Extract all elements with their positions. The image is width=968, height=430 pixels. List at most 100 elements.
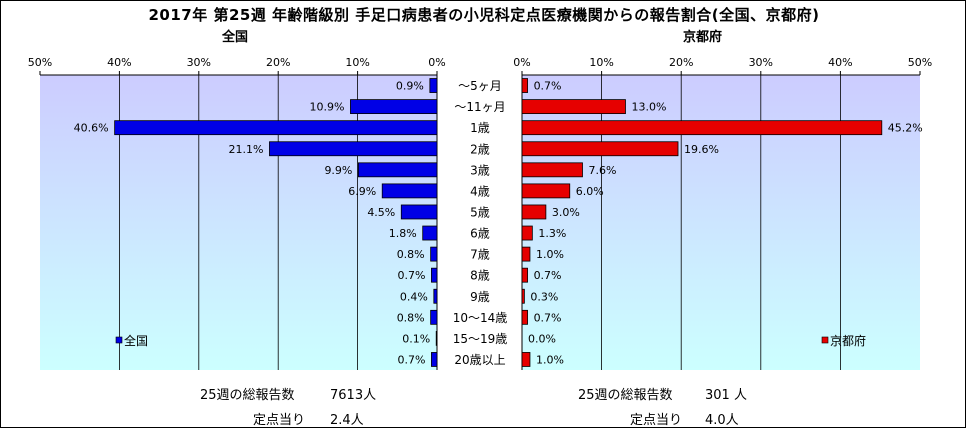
national-per-site-value: 2.4人 [330,413,364,428]
national-plot: 50% 40% 30% 20% 10% 0% 0.9% 10.9% 40.6% 21.1% 9.9%… [28,56,446,370]
right-panel-title: 京都府 [683,30,723,45]
category-label: 8歳 [470,269,490,283]
right-plot-area [522,75,920,370]
right-tick-label: 50% [908,56,932,69]
left-panel-title: 全国 [222,30,249,45]
category-label: 7歳 [470,248,490,262]
right-data-label: 19.6% [684,143,719,156]
right-data-label: 3.0% [552,206,580,219]
left-bar [430,309,438,325]
left-data-label: 1.8% [389,227,417,240]
left-legend-label: 全国 [124,333,148,348]
right-bar [521,352,531,367]
right-data-label: 1.0% [536,248,564,261]
left-tick-label: 50% [28,56,52,69]
category-label: ～5ヶ月 [458,79,502,93]
right-bar [521,267,528,283]
right-bar [521,162,583,178]
kyoto-reports-value: 301 人 [705,388,747,403]
left-bar [114,120,438,136]
left-data-label: 0.4% [400,290,428,303]
left-data-label: 0.9% [396,80,424,93]
category-label: 2歳 [470,142,490,156]
right-legend-label: 京都府 [830,333,866,348]
kyoto-per-site-label: 定点当り [630,413,683,428]
left-data-label: 0.8% [397,311,425,324]
category-labels: ～5ヶ月 ～11ヶ月 1歳 2歳 3歳 4歳 5歳 6歳 7歳 8歳 9歳 10～14歳 15～19歳 2… [453,79,508,367]
right-tick-label: 40% [828,56,852,69]
right-bar [521,225,533,241]
left-bar [429,78,438,93]
left-legend-swatch [115,336,123,344]
left-tick-label: 0% [428,56,445,69]
category-label: 20歳以上 [454,353,505,367]
right-data-label: 0.3% [530,290,558,303]
left-bar [381,183,438,199]
category-label: 15～19歳 [453,332,508,346]
category-label: 3歳 [470,163,490,177]
left-bar [422,225,438,241]
right-bar [521,141,679,157]
left-bar [431,352,438,367]
right-data-label: 1.3% [538,227,566,240]
right-tick-label: 10% [589,56,613,69]
left-data-label: 0.1% [402,332,430,345]
left-plot-area [40,75,437,370]
right-data-label: 6.0% [576,185,604,198]
right-data-label: 0.7% [534,80,562,93]
right-data-label: 0.7% [534,311,562,324]
category-label: 5歳 [470,205,490,219]
left-bar [400,204,438,220]
right-bar [521,99,626,115]
right-bar [521,120,883,136]
right-tick-label: 20% [669,56,693,69]
left-tick-label: 30% [187,56,211,69]
kyoto-plot: 0% 10% 20% 30% 40% 50% 0.7% 13.0% 45.2% 19.6% 7.6%… [513,56,932,370]
category-label: 9歳 [470,290,490,304]
chart-title: 2017年 第25週 年齢階級別 手足口病患者の小児科定点医療機関からの報告割合… [148,6,820,24]
left-data-label: 21.1% [229,143,264,156]
left-tick-label: 20% [266,56,290,69]
right-data-label: 13.0% [631,101,666,114]
right-data-label: 1.0% [536,353,564,366]
right-data-label: 45.2% [888,122,923,135]
left-bar [430,246,438,262]
right-bar [521,204,547,220]
right-tick-label: 30% [749,56,773,69]
left-data-label: 9.9% [324,164,352,177]
left-tick-label: 40% [107,56,131,69]
left-bar [350,99,438,115]
right-data-label: 0.7% [534,269,562,282]
left-tick-label: 10% [345,56,369,69]
right-bar [521,288,525,304]
right-bar [521,78,528,93]
left-data-label: 6.9% [348,185,376,198]
category-label: 6歳 [470,227,490,241]
right-bar [521,246,531,262]
right-tick-label: 0% [513,56,530,69]
category-label: ～11ヶ月 [454,100,505,114]
kyoto-reports-label: 25週の総報告数 [578,388,673,403]
right-data-label: 0.0% [528,332,556,345]
kyoto-per-site-value: 4.0人 [705,413,739,428]
left-bar [269,141,438,157]
national-reports-value: 7613人 [330,388,377,403]
right-bar [521,183,571,199]
left-data-label: 4.5% [367,206,395,219]
left-bar [435,330,438,346]
right-legend-swatch [821,336,829,344]
left-bar [433,288,438,304]
left-data-label: 40.6% [74,122,109,135]
left-bar [431,267,438,283]
left-data-label: 0.7% [397,353,425,366]
national-per-site-label: 定点当り [253,413,306,428]
left-data-label: 0.8% [397,248,425,261]
left-bar [357,162,438,178]
right-data-label: 7.6% [588,164,616,177]
left-data-label: 10.9% [310,101,345,114]
left-data-label: 0.7% [397,269,425,282]
right-bar [521,309,528,325]
category-label: 4歳 [470,184,490,198]
category-label: 10～14歳 [453,311,508,325]
